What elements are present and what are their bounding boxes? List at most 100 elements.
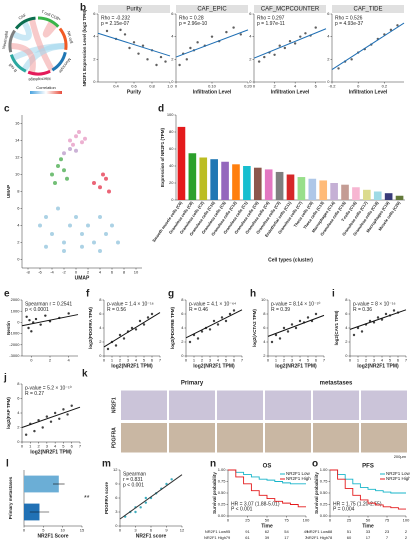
point bbox=[34, 317, 38, 321]
panel-label: h bbox=[250, 289, 256, 300]
point bbox=[56, 206, 60, 211]
point bbox=[74, 148, 78, 153]
micrograph bbox=[168, 422, 216, 454]
point bbox=[45, 415, 49, 418]
x-tick-label: 6 bbox=[315, 358, 318, 363]
y-axis-label: Survival probability bbox=[212, 472, 217, 514]
bar bbox=[352, 187, 360, 200]
x-tick-label: 4 bbox=[54, 444, 57, 449]
panel: d 0 20 40 60 80 100 Cell types (cluster) Express… bbox=[151, 104, 405, 263]
bar bbox=[188, 153, 197, 200]
x-tick-label: 0.10 bbox=[208, 84, 217, 89]
x-tick-label: -8 bbox=[26, 270, 30, 275]
sector bbox=[37, 16, 60, 28]
panel: 0 2 4 6 0 0.10 0.20 Infiltration Level CAF_EPIC R… bbox=[171, 5, 253, 95]
point bbox=[62, 249, 66, 253]
y-tick-label: 6 bbox=[115, 495, 118, 500]
point bbox=[314, 26, 317, 29]
sector bbox=[27, 69, 51, 76]
y-axis-label: PDGFRA score bbox=[104, 481, 109, 514]
column-header: Primary bbox=[181, 381, 204, 387]
point bbox=[165, 482, 168, 486]
bar bbox=[177, 126, 186, 200]
point bbox=[196, 41, 199, 44]
point bbox=[134, 328, 138, 331]
sector bbox=[58, 27, 68, 50]
x-tick-label: 0 bbox=[185, 358, 188, 363]
y-axis-label: log2(PDGFRA TPM) bbox=[88, 307, 93, 349]
risk-count: 79 bbox=[226, 535, 231, 540]
point bbox=[189, 46, 192, 50]
point bbox=[360, 330, 364, 333]
y-tick-label: 6 bbox=[345, 311, 348, 316]
point bbox=[101, 172, 105, 177]
annotation: Rho = -0.232 bbox=[101, 15, 130, 21]
y-tick-label: 2 bbox=[327, 56, 330, 61]
micrograph bbox=[360, 422, 408, 454]
point bbox=[68, 223, 72, 228]
annotation: p-value = 4.1 × 10⁻⁶⁴ bbox=[189, 301, 236, 307]
point bbox=[71, 142, 75, 147]
point bbox=[164, 60, 167, 63]
point bbox=[41, 426, 44, 429]
x-tick-label: 5 bbox=[143, 358, 146, 363]
y-tick-label: -3000 bbox=[9, 353, 20, 358]
bar bbox=[232, 164, 240, 200]
point bbox=[70, 404, 73, 407]
y-tick-label: 4 bbox=[99, 325, 102, 330]
y-tick-label: 0.00 bbox=[320, 513, 329, 518]
risk-count: 51 bbox=[347, 529, 352, 534]
annotation: p-value = 1.4 × 10⁻¹⁶ bbox=[107, 301, 154, 307]
panel-label: o bbox=[312, 459, 318, 470]
y-tick-label: 0 bbox=[17, 439, 20, 444]
y-tick-label: 6 bbox=[93, 11, 96, 16]
x-tick-label: 4 bbox=[99, 270, 102, 275]
point bbox=[80, 244, 84, 249]
x-axis-label: Purity bbox=[127, 89, 141, 95]
y-axis-label: Expression of NR2F1 (TPM) bbox=[160, 127, 165, 187]
y-tick-label: 2 bbox=[99, 339, 102, 344]
y-tick-label: 6 bbox=[263, 325, 266, 330]
point bbox=[74, 215, 78, 219]
x-tick-label: -0.2 bbox=[329, 84, 337, 89]
bar bbox=[24, 475, 59, 493]
x-axis-label: Infiltration Level bbox=[193, 89, 232, 95]
point bbox=[67, 312, 70, 315]
point bbox=[92, 181, 96, 185]
bar bbox=[384, 193, 393, 200]
point bbox=[144, 496, 148, 500]
y-tick-label: 0.25 bbox=[320, 502, 329, 507]
sector-label: CAF bbox=[17, 12, 27, 20]
legend-label: NR2F1 High bbox=[286, 476, 311, 481]
y-tick-label: 4 bbox=[249, 34, 252, 39]
point bbox=[104, 176, 108, 181]
x-tick-label: 75 bbox=[284, 518, 289, 523]
x-tick-label: 0 bbox=[75, 270, 78, 275]
x-tick-label: 3 bbox=[46, 444, 49, 449]
annotation: p-value = 5.2 × 10⁻¹⁰ bbox=[25, 385, 72, 391]
y-tick-label: 8 bbox=[17, 189, 20, 194]
point bbox=[337, 67, 340, 70]
point bbox=[58, 417, 61, 420]
y-tick-label: 6 bbox=[171, 11, 174, 16]
x-axis-label: Time bbox=[261, 523, 273, 529]
survival-curve bbox=[330, 469, 406, 510]
annotation: p < 0.0001 bbox=[25, 307, 49, 313]
y-axis-label: log2(FAP TPM) bbox=[6, 397, 11, 429]
point bbox=[228, 312, 232, 316]
y-tick-label: 4 bbox=[263, 339, 266, 344]
risk-count: 2 bbox=[405, 535, 408, 540]
row-header: NR2F1 bbox=[111, 397, 117, 413]
y-tick-label: 0 bbox=[345, 353, 348, 358]
point bbox=[28, 318, 31, 322]
annotation: HR = 1.75 (1.20-2.55) bbox=[333, 501, 382, 507]
x-tick-label: 2 bbox=[87, 270, 90, 275]
point bbox=[380, 318, 384, 321]
annotation: p < 0.001 bbox=[123, 482, 144, 488]
risk-count: 33 bbox=[366, 529, 371, 534]
y-tick-label: 4 bbox=[17, 223, 20, 228]
point bbox=[278, 337, 282, 340]
annotation: R = 0.39 bbox=[271, 307, 290, 313]
chart-title: CAF_TIDE bbox=[353, 7, 382, 13]
annotation: R = 0.56 bbox=[107, 307, 126, 313]
